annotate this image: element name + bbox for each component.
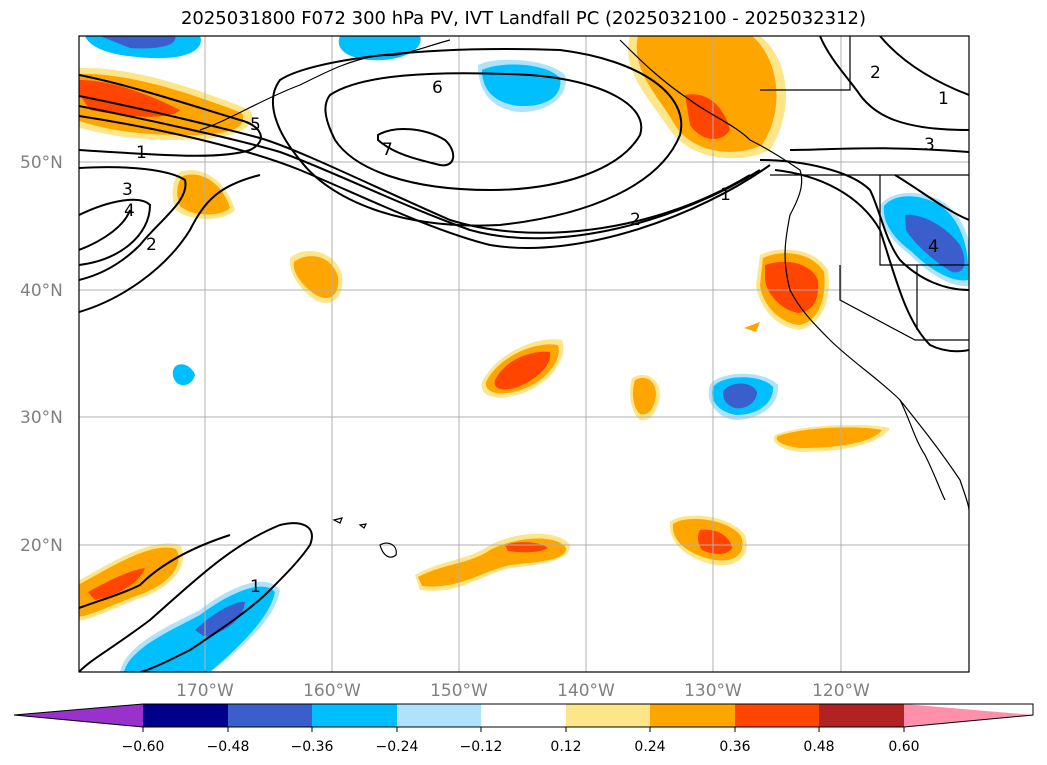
- contour-label-1: 1: [136, 143, 147, 163]
- colorbar-tick-label: −0.12: [460, 739, 503, 755]
- colorbar-segment: [481, 704, 566, 727]
- contour-label-1b: 1: [720, 185, 731, 205]
- contour-label-1c: 1: [938, 89, 949, 109]
- colorbar-segment: [312, 704, 397, 727]
- colorbar-tick-label: −0.36: [291, 739, 334, 755]
- colorbar-extend-high: [904, 704, 1033, 727]
- contour-label-5: 5: [250, 115, 261, 135]
- contour-label-4b: 4: [928, 237, 939, 257]
- contour-label-3b: 3: [924, 135, 935, 155]
- lat-label-20: 20°N: [20, 536, 63, 556]
- pv-contour-labels: 1 3 4 2 6 7 5 2 1 3 1 2 1 4: [122, 63, 949, 597]
- colorbar-segment: [566, 704, 650, 727]
- contour-label-2c: 2: [870, 63, 881, 83]
- colorbar-tick-label: −0.60: [122, 739, 165, 755]
- colorbar-segment: [228, 704, 312, 727]
- latitude-labels: 50°N 40°N 30°N 20°N: [20, 153, 63, 556]
- colorbar-extend-low: [14, 704, 143, 727]
- contour-label-6: 6: [432, 78, 443, 98]
- graticule: [79, 36, 969, 672]
- contour-label-4: 4: [124, 201, 135, 221]
- lat-label-30: 30°N: [20, 408, 63, 428]
- colorbar-segment: [650, 704, 735, 727]
- lon-label-130w: 130°W: [684, 681, 742, 701]
- contour-label-3: 3: [122, 180, 133, 200]
- colorbar-tick-label: 0.48: [803, 739, 834, 755]
- colorbar-tick-label: 0.12: [550, 739, 581, 755]
- colorbar-tick-label: 0.24: [634, 739, 665, 755]
- colorbar-segment: [819, 704, 904, 727]
- lon-label-120w: 120°W: [812, 681, 870, 701]
- colorbar: −0.60 −0.48 −0.36 −0.24 −0.12 0.12 0.24 …: [13, 703, 1034, 755]
- contour-label-1d: 1: [250, 577, 261, 597]
- lon-label-150w: 150°W: [430, 681, 488, 701]
- colorbar-tick-label: −0.24: [376, 739, 419, 755]
- contour-label-2: 2: [146, 235, 157, 255]
- longitude-labels: 170°W 160°W 150°W 140°W 130°W 120°W: [176, 681, 870, 701]
- colorbar-tick-label: −0.48: [207, 739, 250, 755]
- map-frame: [78, 35, 970, 673]
- colorbar-segment: [735, 704, 819, 727]
- lat-label-40: 40°N: [20, 281, 63, 301]
- contour-label-2b: 2: [630, 210, 641, 230]
- colorbar-tick-label: 0.36: [719, 739, 750, 755]
- lat-label-50: 50°N: [20, 153, 63, 173]
- colorbar-segment: [397, 704, 481, 727]
- lon-label-140w: 140°W: [557, 681, 615, 701]
- plot-title: 2025031800 F072 300 hPa PV, IVT Landfall…: [180, 8, 867, 29]
- contour-label-7: 7: [382, 140, 393, 160]
- lon-label-160w: 160°W: [303, 681, 361, 701]
- colorbar-tick-label: 0.60: [888, 739, 919, 755]
- pv-contours: [79, 36, 969, 672]
- colorbar-segment: [143, 704, 228, 727]
- lon-label-170w: 170°W: [176, 681, 234, 701]
